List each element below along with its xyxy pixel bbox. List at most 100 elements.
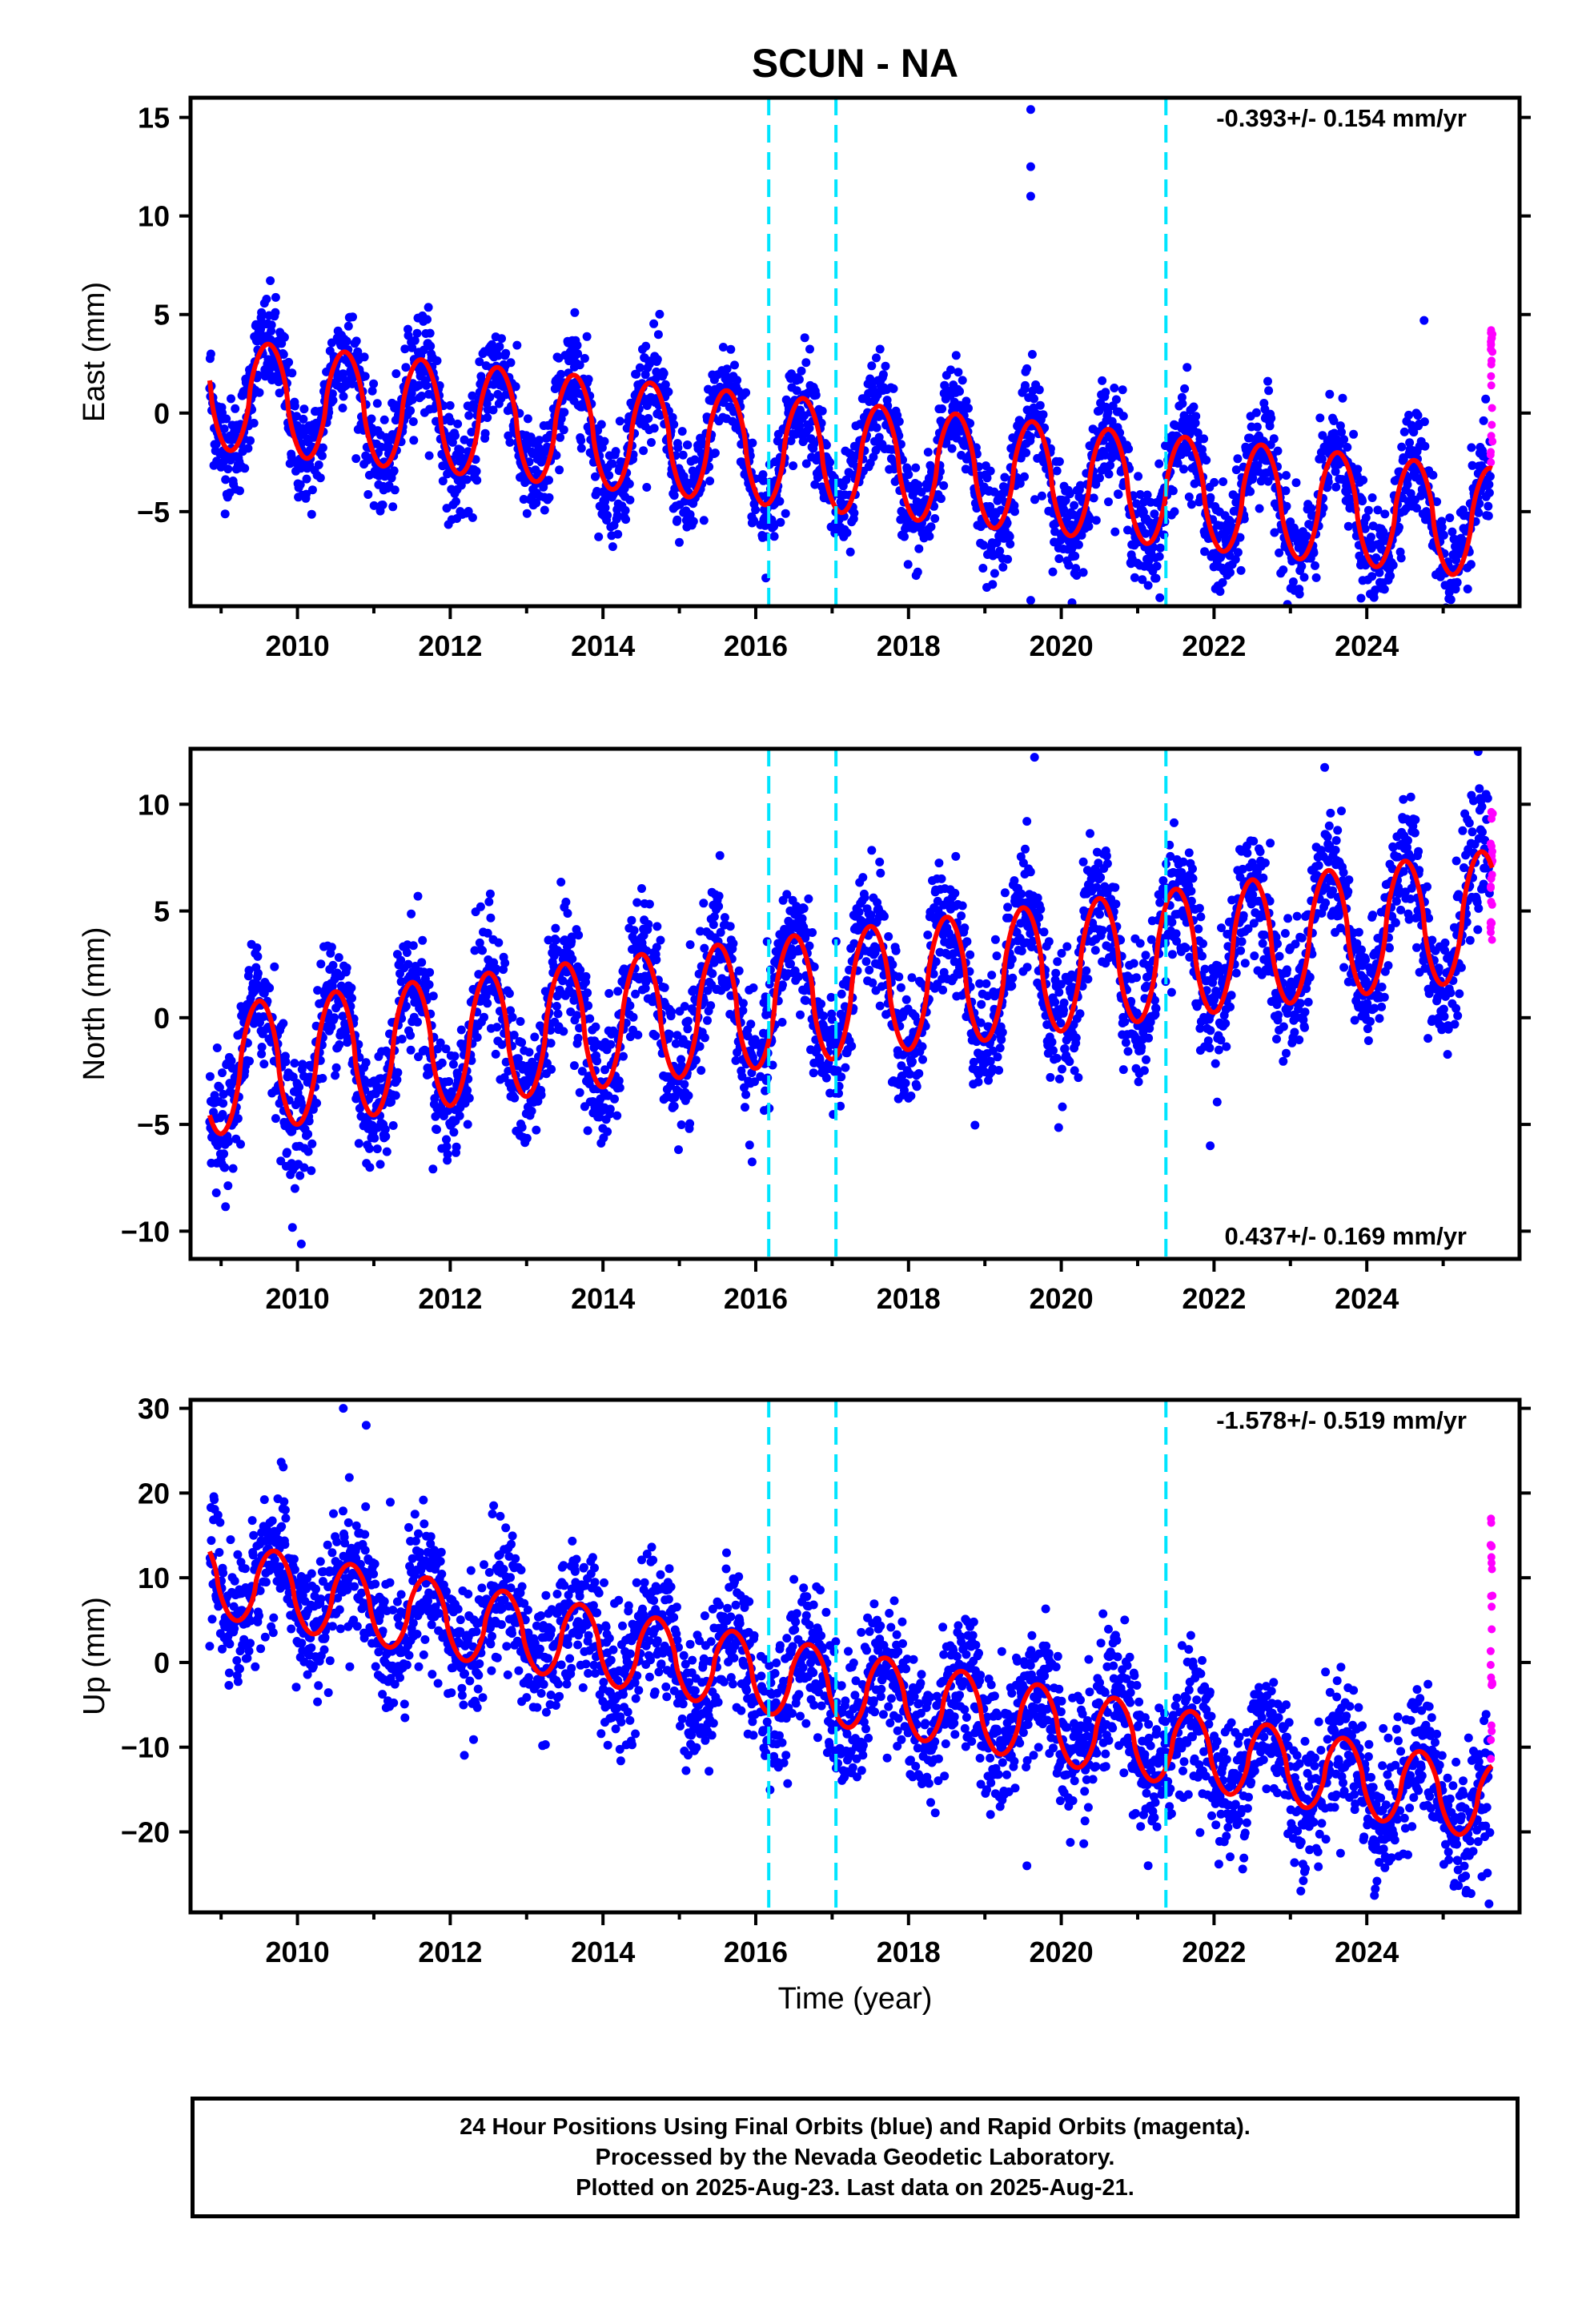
final-orbit-point <box>797 366 806 376</box>
final-orbit-point <box>678 450 688 460</box>
final-orbit-point <box>726 344 736 354</box>
final-orbit-point <box>1021 380 1030 390</box>
final-orbit-point <box>370 1133 379 1143</box>
final-orbit-point <box>1273 446 1283 456</box>
final-orbit-point <box>419 345 428 355</box>
final-orbit-point <box>400 344 410 354</box>
final-orbit-point <box>1335 421 1345 431</box>
final-orbit-point <box>574 931 584 940</box>
final-orbit-point <box>876 868 885 878</box>
final-orbit-point <box>1074 540 1083 549</box>
final-orbit-point <box>295 480 305 489</box>
final-orbit-point <box>1078 568 1088 577</box>
final-orbit-point <box>1395 522 1403 532</box>
final-orbit-point <box>1064 561 1074 570</box>
final-orbit-point <box>600 436 609 446</box>
final-orbit-point <box>219 1149 229 1159</box>
final-orbit-point <box>613 987 623 996</box>
final-orbit-point <box>635 363 644 372</box>
final-orbit-point <box>1251 408 1261 417</box>
final-orbit-point <box>1052 466 1062 476</box>
final-orbit-point <box>575 360 584 370</box>
final-orbit-point <box>1484 480 1494 489</box>
final-orbit-point <box>603 511 612 520</box>
final-orbit-point <box>867 361 877 371</box>
final-orbit-point <box>504 989 514 999</box>
final-orbit-point <box>339 369 347 379</box>
final-orbit-point <box>792 386 801 396</box>
final-orbit-point <box>1154 552 1164 561</box>
final-orbit-point <box>404 324 412 334</box>
final-orbit-point <box>894 972 904 982</box>
final-orbit-point <box>353 347 363 356</box>
final-orbit-point <box>951 851 961 861</box>
final-orbit-point <box>476 902 485 911</box>
final-orbit-point <box>1094 406 1104 416</box>
final-orbit-point <box>279 350 288 360</box>
rapid-orbit-point <box>1488 420 1496 429</box>
final-orbit-point <box>472 1032 482 1042</box>
final-orbit-point <box>412 328 422 338</box>
final-orbit-point <box>584 375 593 384</box>
final-orbit-point <box>1226 568 1235 577</box>
final-orbit-point <box>1218 577 1227 587</box>
final-orbit-point <box>677 1120 686 1129</box>
final-orbit-point <box>1420 441 1430 451</box>
final-orbit-point <box>1200 547 1210 557</box>
final-orbit-point <box>875 857 885 866</box>
final-orbit-point <box>1481 394 1491 404</box>
final-orbit-point <box>253 968 263 978</box>
final-orbit-point <box>1343 443 1352 452</box>
final-orbit-point <box>881 361 890 371</box>
final-orbit-point <box>1343 521 1353 531</box>
final-orbit-point <box>576 436 586 445</box>
final-orbit-point <box>410 336 420 345</box>
final-orbit-point <box>699 899 709 908</box>
final-orbit-point <box>415 380 424 390</box>
rapid-orbit-point <box>1488 348 1497 356</box>
final-orbit-point <box>1202 456 1211 465</box>
final-orbit-point <box>1054 554 1064 564</box>
final-orbit-point <box>271 292 280 302</box>
final-orbit-point <box>632 369 641 379</box>
final-orbit-point <box>223 464 233 474</box>
final-orbit-point <box>801 358 811 368</box>
final-orbit-point <box>552 451 561 460</box>
final-orbit-point <box>559 1027 568 1036</box>
final-orbit-point <box>974 1077 983 1087</box>
final-orbit-point <box>1006 539 1015 549</box>
final-orbit-point <box>327 943 336 952</box>
final-orbit-point <box>219 424 229 433</box>
final-orbit-point <box>988 580 998 589</box>
final-orbit-point <box>842 528 852 537</box>
final-orbit-point <box>519 495 528 504</box>
final-orbit-point <box>1412 504 1421 513</box>
final-orbit-point <box>613 529 623 539</box>
final-orbit-point <box>904 470 913 480</box>
final-orbit-point <box>1091 480 1101 489</box>
final-orbit-point <box>363 490 373 499</box>
final-orbit-point <box>801 459 811 468</box>
final-orbit-point <box>600 503 610 513</box>
final-orbit-point <box>821 440 831 450</box>
final-orbit-point <box>351 336 361 346</box>
final-orbit-point <box>1484 511 1493 521</box>
final-orbit-point <box>1118 412 1128 421</box>
final-orbit-point <box>206 349 215 359</box>
final-orbit-point <box>649 319 659 328</box>
final-orbit-point <box>1054 456 1064 466</box>
final-orbit-point <box>1190 479 1199 489</box>
final-orbit-point <box>1263 376 1272 386</box>
final-orbit-point <box>328 960 338 970</box>
final-orbit-point <box>511 382 520 392</box>
final-orbit-point <box>659 368 669 378</box>
plot-frame <box>188 95 1522 609</box>
final-orbit-point <box>221 1202 231 1212</box>
final-orbit-point <box>1089 493 1098 503</box>
final-orbit-point <box>1139 497 1149 507</box>
final-orbit-point <box>825 457 835 467</box>
final-orbit-point <box>1475 499 1484 509</box>
final-orbit-point <box>228 1164 238 1173</box>
final-orbit-point <box>809 439 819 448</box>
